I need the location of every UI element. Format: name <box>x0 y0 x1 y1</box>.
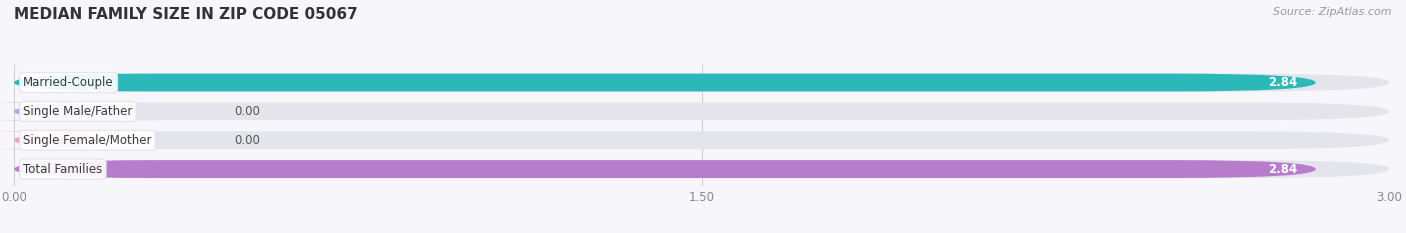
FancyBboxPatch shape <box>14 74 1316 92</box>
FancyBboxPatch shape <box>14 74 1389 92</box>
Text: MEDIAN FAMILY SIZE IN ZIP CODE 05067: MEDIAN FAMILY SIZE IN ZIP CODE 05067 <box>14 7 357 22</box>
Text: 2.84: 2.84 <box>1268 76 1298 89</box>
FancyBboxPatch shape <box>14 103 1389 120</box>
Text: 2.84: 2.84 <box>1268 163 1298 176</box>
Text: 0.00: 0.00 <box>233 105 260 118</box>
Text: 0.00: 0.00 <box>233 134 260 147</box>
FancyBboxPatch shape <box>0 131 156 149</box>
Text: Married-Couple: Married-Couple <box>24 76 114 89</box>
FancyBboxPatch shape <box>14 160 1316 178</box>
Text: Single Female/Mother: Single Female/Mother <box>24 134 152 147</box>
FancyBboxPatch shape <box>14 131 1389 149</box>
Text: Source: ZipAtlas.com: Source: ZipAtlas.com <box>1274 7 1392 17</box>
Text: Total Families: Total Families <box>24 163 103 176</box>
Text: Single Male/Father: Single Male/Father <box>24 105 132 118</box>
FancyBboxPatch shape <box>14 160 1389 178</box>
FancyBboxPatch shape <box>0 103 156 120</box>
